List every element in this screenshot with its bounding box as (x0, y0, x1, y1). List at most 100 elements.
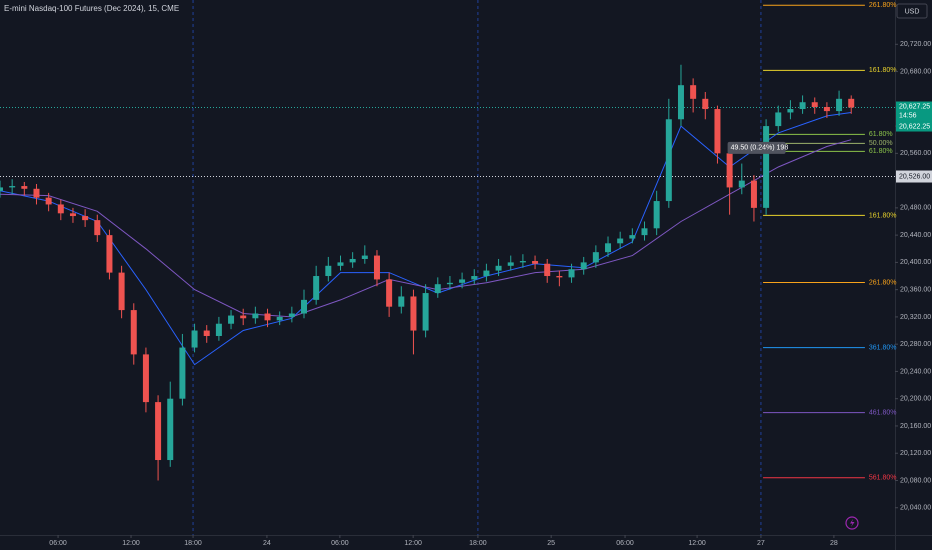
candle-body (605, 243, 612, 253)
chart-title: E-mini Nasdaq-100 Futures (Dec 2024), 15… (4, 4, 179, 13)
fib-label: 61.80% (869, 148, 893, 155)
candle-body (313, 276, 320, 300)
fib-label: 61.80% (869, 131, 893, 138)
x-tick-label: 25 (547, 540, 555, 547)
y-tick-label: 20,160.00 (900, 423, 931, 430)
candle-body (94, 220, 101, 236)
candle-body (9, 186, 16, 188)
candle-body (361, 255, 368, 259)
y-tick-label: 20,560.00 (900, 150, 931, 157)
alert-icon[interactable] (845, 516, 859, 530)
candle-body (617, 238, 624, 244)
fib-label: 161.80% (869, 67, 897, 74)
x-tick-label: 12:00 (688, 540, 706, 547)
candle-body (507, 262, 514, 266)
candle-body (215, 323, 222, 336)
countdown: 14:56 (899, 112, 917, 119)
candle-body (252, 313, 259, 319)
candle-body (325, 265, 332, 277)
candle-body (349, 258, 356, 263)
fib-label: 361.80% (869, 344, 897, 351)
fib-label: 261.80% (869, 2, 897, 9)
x-tick-label: 18:00 (469, 540, 487, 547)
candle-body (677, 85, 684, 120)
y-tick-label: 20,440.00 (900, 232, 931, 239)
x-tick-label: 06:00 (331, 540, 349, 547)
candle-body (301, 299, 308, 314)
y-tick-label: 20,280.00 (900, 341, 931, 348)
y-tick-label: 20,240.00 (900, 368, 931, 375)
candle-body (556, 276, 563, 278)
candle-body (811, 102, 818, 107)
candle-body (836, 98, 843, 112)
candle-body (459, 279, 466, 283)
candle-body (495, 265, 502, 271)
candle-body (82, 216, 89, 221)
candle-body (106, 235, 113, 273)
candle-body (155, 402, 162, 461)
fib-label: 50.00% (869, 140, 893, 147)
candle-body (580, 262, 587, 270)
candle-body (726, 153, 733, 188)
candle-body (264, 313, 271, 321)
candle-body (763, 126, 770, 208)
candle-body (398, 296, 405, 307)
last-price-label: 20,627.25 (899, 103, 930, 110)
candle-body (240, 315, 247, 319)
candle-body (823, 107, 830, 112)
candle-body (702, 98, 709, 110)
candle-body (787, 109, 794, 113)
marker-price-label: 20,526.00 (899, 173, 930, 180)
candle-body (519, 261, 526, 263)
candle-body (337, 262, 344, 266)
alert-circle[interactable] (845, 516, 859, 530)
candle-body (118, 272, 125, 311)
x-tick-label: 28 (830, 540, 838, 547)
y-tick-label: 20,720.00 (900, 41, 931, 48)
candle-body (228, 315, 235, 324)
measure-box (727, 141, 786, 154)
candle-body (653, 201, 660, 229)
last-price-badge (896, 101, 932, 122)
candle-body (288, 313, 295, 317)
x-tick-label: 27 (757, 540, 765, 547)
candle-body (130, 310, 137, 355)
candle-body (544, 263, 551, 277)
candle-body (799, 102, 806, 110)
currency-box[interactable] (896, 3, 928, 19)
candle-body (69, 213, 76, 217)
candle-body (0, 187, 3, 191)
y-tick-label: 20,040.00 (900, 505, 931, 512)
candle-body (410, 296, 417, 331)
candle-body (690, 85, 697, 99)
candle-body (142, 354, 149, 403)
y-tick-label: 20,320.00 (900, 314, 931, 321)
fib-label: 561.80% (869, 475, 897, 482)
currency[interactable]: USD (905, 8, 920, 15)
x-tick-label: 24 (263, 540, 271, 547)
x-tick-label: 18:00 (184, 540, 202, 547)
y-tick-label: 20,680.00 (900, 68, 931, 75)
marker-price-badge (896, 170, 932, 183)
candle-body (386, 279, 393, 307)
y-tick-label: 20,080.00 (900, 477, 931, 484)
x-tick-label: 12:00 (404, 540, 422, 547)
candle-body (45, 197, 52, 205)
second-price-badge (896, 121, 932, 132)
y-tick-label: 20,480.00 (900, 205, 931, 212)
alert-bolt[interactable] (850, 519, 855, 527)
candle-body (33, 188, 40, 198)
measure-label: 49.50 (0.24%) 198 (731, 145, 789, 152)
candle-body (21, 186, 28, 189)
candle-body (446, 282, 453, 285)
candle-body (775, 112, 782, 127)
candle-body (750, 180, 757, 208)
candle-body (629, 235, 636, 239)
y-tick-label: 20,360.00 (900, 286, 931, 293)
x-tick-label: 06:00 (49, 540, 67, 547)
candle-body (471, 276, 478, 280)
candle-body (191, 330, 198, 348)
fib-label: 161.80% (869, 212, 897, 219)
